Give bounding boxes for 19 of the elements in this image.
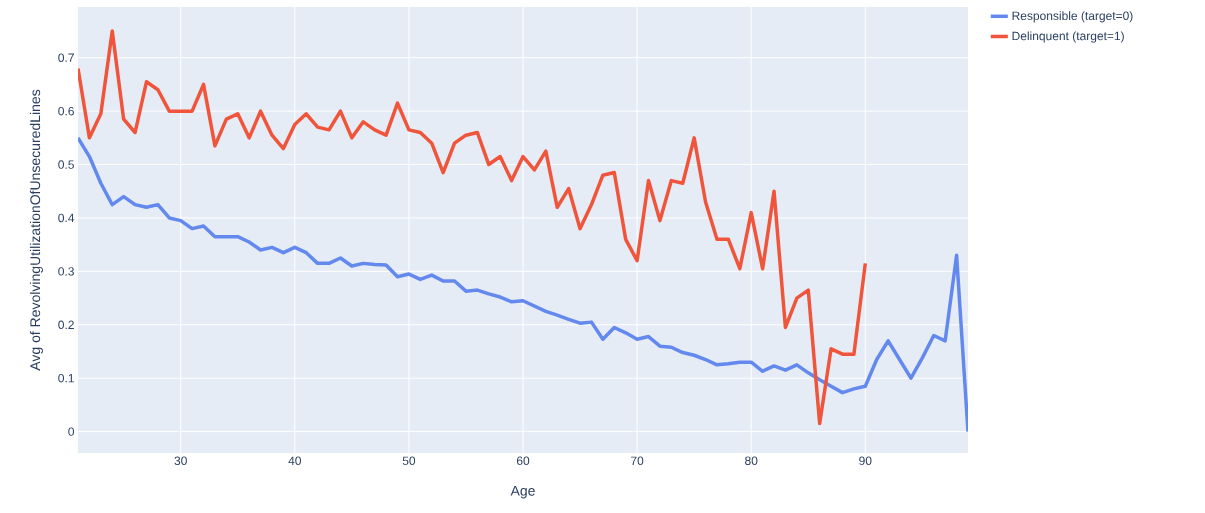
x-axis-title: Age: [510, 485, 535, 499]
x-tick-label: 40: [288, 456, 302, 466]
x-tick-label: 70: [631, 456, 644, 466]
x-tick-label: 80: [745, 456, 758, 466]
y-axis-title: Avg of RevolvingUtilizationOfUnsecuredLines: [29, 89, 43, 371]
y-tick-label: 0.6: [58, 106, 74, 116]
y-tick-label: 0.5: [58, 160, 74, 169]
y-tick-label: 0.3: [58, 267, 74, 276]
y-tick-label: 0: [68, 427, 75, 436]
x-tick-label: 90: [859, 456, 872, 466]
x-tick-label: 30: [174, 456, 187, 466]
x-tick-label: 50: [402, 456, 416, 466]
y-tick-label: 0.7: [58, 53, 74, 62]
legend-label: Delinquent (target=1): [1012, 31, 1124, 43]
y-tick-label: 0.2: [58, 320, 74, 330]
y-tick-label: 0.1: [58, 373, 74, 383]
legend-label: Responsible (target=0): [1012, 11, 1133, 23]
x-tick-label: 60: [516, 456, 530, 466]
y-tick-label: 0.4: [58, 213, 75, 223]
